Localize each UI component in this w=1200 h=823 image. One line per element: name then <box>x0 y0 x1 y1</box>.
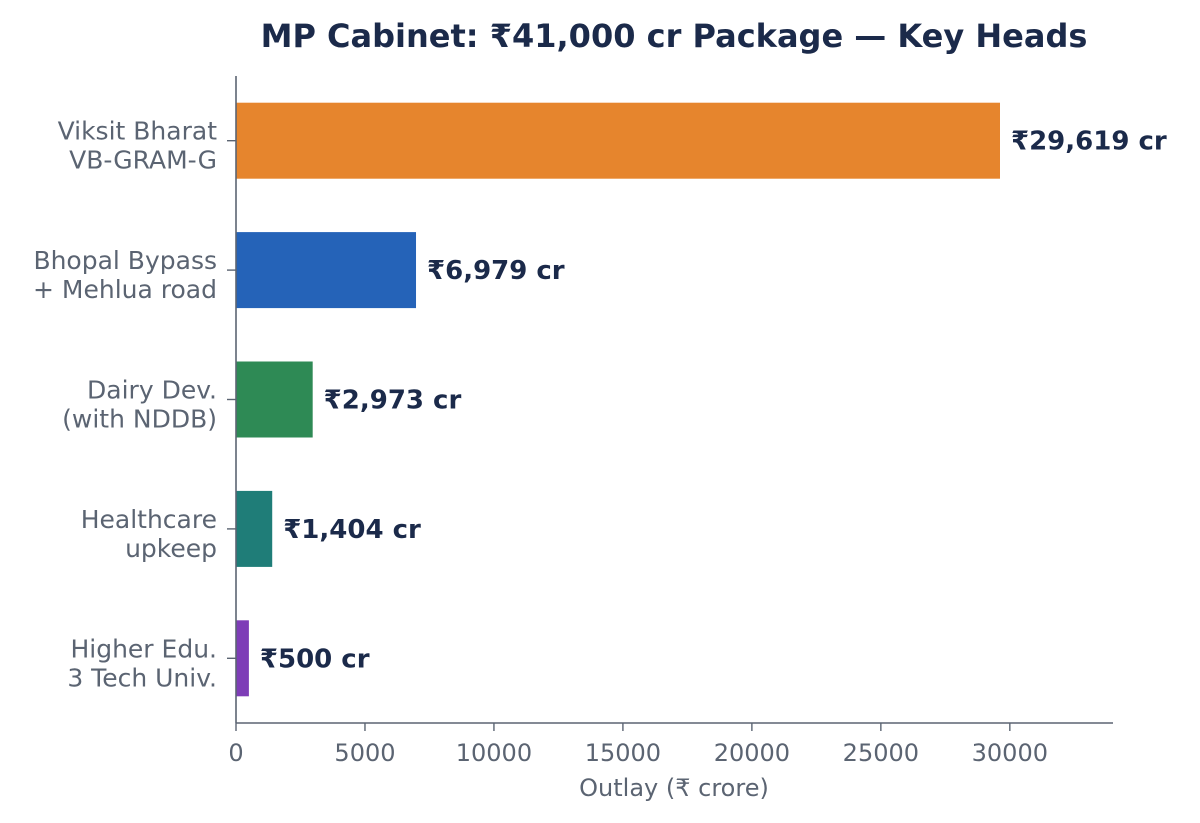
bar <box>236 361 313 438</box>
data-label: ₹500 cr <box>260 644 370 674</box>
x-tick-label: 15000 <box>585 739 661 767</box>
x-tick-label: 25000 <box>843 739 919 767</box>
data-label: ₹1,404 cr <box>283 515 421 545</box>
category-label-line: + Mehlua road <box>33 275 217 304</box>
category-label-line: Viksit Bharat <box>58 117 218 146</box>
category-label-line: Higher Edu. <box>70 634 217 663</box>
x-axis-label: Outlay (₹ crore) <box>579 774 769 802</box>
bar <box>236 232 417 309</box>
category-label: Higher Edu. 3 Tech Univ. <box>67 634 217 692</box>
category-label-line: Bhopal Bypass <box>33 246 217 275</box>
category-label-line: Dairy Dev. <box>87 376 217 405</box>
bars-group: ₹29,619 cr ₹6,979 cr ₹2,973 cr ₹1,404 cr ₹50… <box>236 102 1167 697</box>
data-label: ₹29,619 cr <box>1011 127 1167 157</box>
category-label: Viksit Bharat VB-GRAM-G <box>58 117 218 175</box>
x-tick-label: 0 <box>228 739 243 767</box>
bar <box>236 490 273 567</box>
category-label-line: Healthcare <box>81 505 217 534</box>
bar <box>236 620 249 697</box>
y-axis: Viksit Bharat VB-GRAM-G Bhopal Bypass + Meh… <box>33 76 237 723</box>
data-label: ₹2,973 cr <box>324 386 462 416</box>
category-label-line: upkeep <box>125 534 217 563</box>
category-label: Bhopal Bypass + Mehlua road <box>33 246 217 304</box>
chart-title: MP Cabinet: ₹41,000 cr Package — Key Hea… <box>261 17 1088 55</box>
x-tick-label: 10000 <box>456 739 532 767</box>
category-label-line: VB-GRAM-G <box>69 146 217 175</box>
x-tick-label: 30000 <box>972 739 1048 767</box>
data-label: ₹6,979 cr <box>427 256 565 286</box>
category-label-line: (with NDDB) <box>62 405 217 434</box>
category-label: Healthcare upkeep <box>81 505 217 563</box>
category-label-line: 3 Tech Univ. <box>67 663 217 692</box>
category-label: Dairy Dev. (with NDDB) <box>62 376 217 434</box>
x-axis: 0 5000 10000 15000 20000 25000 30000 <box>228 722 1113 767</box>
bar <box>236 102 1000 179</box>
x-tick-label: 20000 <box>714 739 790 767</box>
x-tick-label: 5000 <box>334 739 395 767</box>
